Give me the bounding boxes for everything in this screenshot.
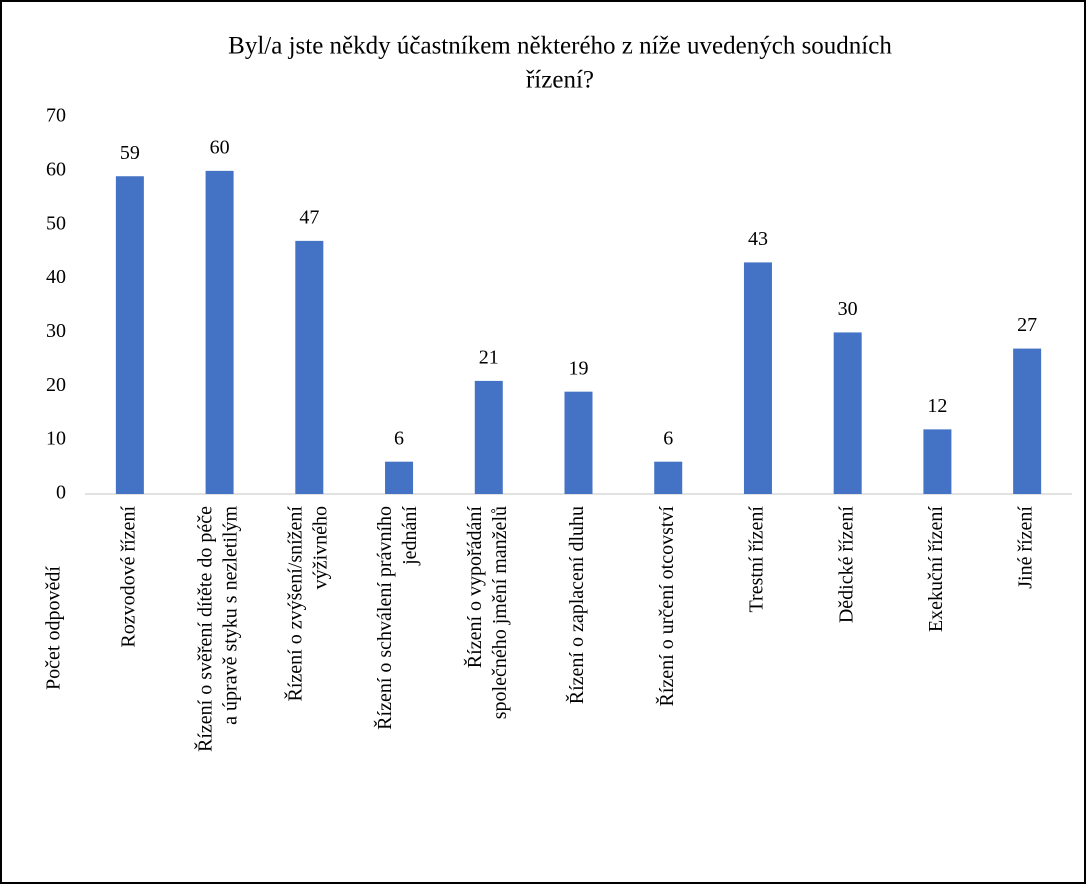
bar [923, 429, 952, 494]
bar [564, 391, 593, 494]
y-tick-label: 50 [46, 212, 66, 234]
x-tick-label: společného jmění manželů [489, 506, 511, 719]
data-label: 27 [1017, 314, 1037, 336]
data-label: 12 [927, 395, 947, 417]
data-label: 6 [663, 427, 673, 449]
x-tick-label: a úpravě styku s nezletilým [220, 506, 242, 725]
bar [743, 262, 772, 494]
data-label: 47 [299, 206, 319, 228]
data-label: 60 [210, 136, 230, 158]
y-tick-label: 10 [46, 428, 66, 450]
x-tick-label: Dědické řízení [835, 506, 857, 624]
data-label: 19 [569, 357, 589, 379]
x-tick-label: Řízení o vypořádání [463, 506, 486, 669]
bar [654, 461, 683, 494]
x-tick-label: výživného [309, 506, 331, 589]
bar [385, 461, 414, 494]
chart-title: řízení? [526, 67, 594, 94]
x-tick-label: Řízení o zaplacení dluhu [565, 506, 588, 704]
y-tick-label: 60 [46, 158, 66, 180]
bar [115, 176, 144, 494]
bar [295, 240, 324, 494]
x-tick-label: Exekuční řízení [925, 506, 947, 632]
x-tick-label: Řízení o svěření dítěte do péče [194, 506, 217, 752]
x-tick-label: Řízení o zvýšení/snížení [283, 506, 306, 702]
bar [833, 332, 862, 494]
x-tick-label: Řízení o schválení právního [373, 506, 396, 730]
x-tick-label: Trestní řízení [746, 506, 768, 613]
x-tick-label: jednání [399, 506, 421, 566]
x-tick-label: Jiné řízení [1015, 506, 1037, 589]
x-tick-label: Rozvodové řízení [117, 506, 139, 648]
data-label: 43 [748, 228, 768, 250]
y-tick-label: 40 [46, 266, 66, 288]
y-tick-label: 20 [46, 374, 66, 396]
y-tick-label: 30 [46, 320, 66, 342]
data-label: 21 [479, 346, 499, 368]
data-label: 30 [838, 298, 858, 320]
bar [474, 380, 503, 494]
bar [205, 170, 234, 494]
data-label: 59 [120, 142, 140, 164]
y-tick-label: 70 [46, 105, 66, 127]
x-tick-label: Řízení o určení otcovství [655, 506, 678, 707]
bar [1013, 348, 1042, 494]
y-tick-label: 0 [56, 482, 66, 504]
chart-title: Byl/a jste někdy účastníkem některého z … [228, 33, 892, 60]
data-label: 6 [394, 427, 404, 449]
y-axis-title: Počet odpovědí [43, 566, 65, 690]
